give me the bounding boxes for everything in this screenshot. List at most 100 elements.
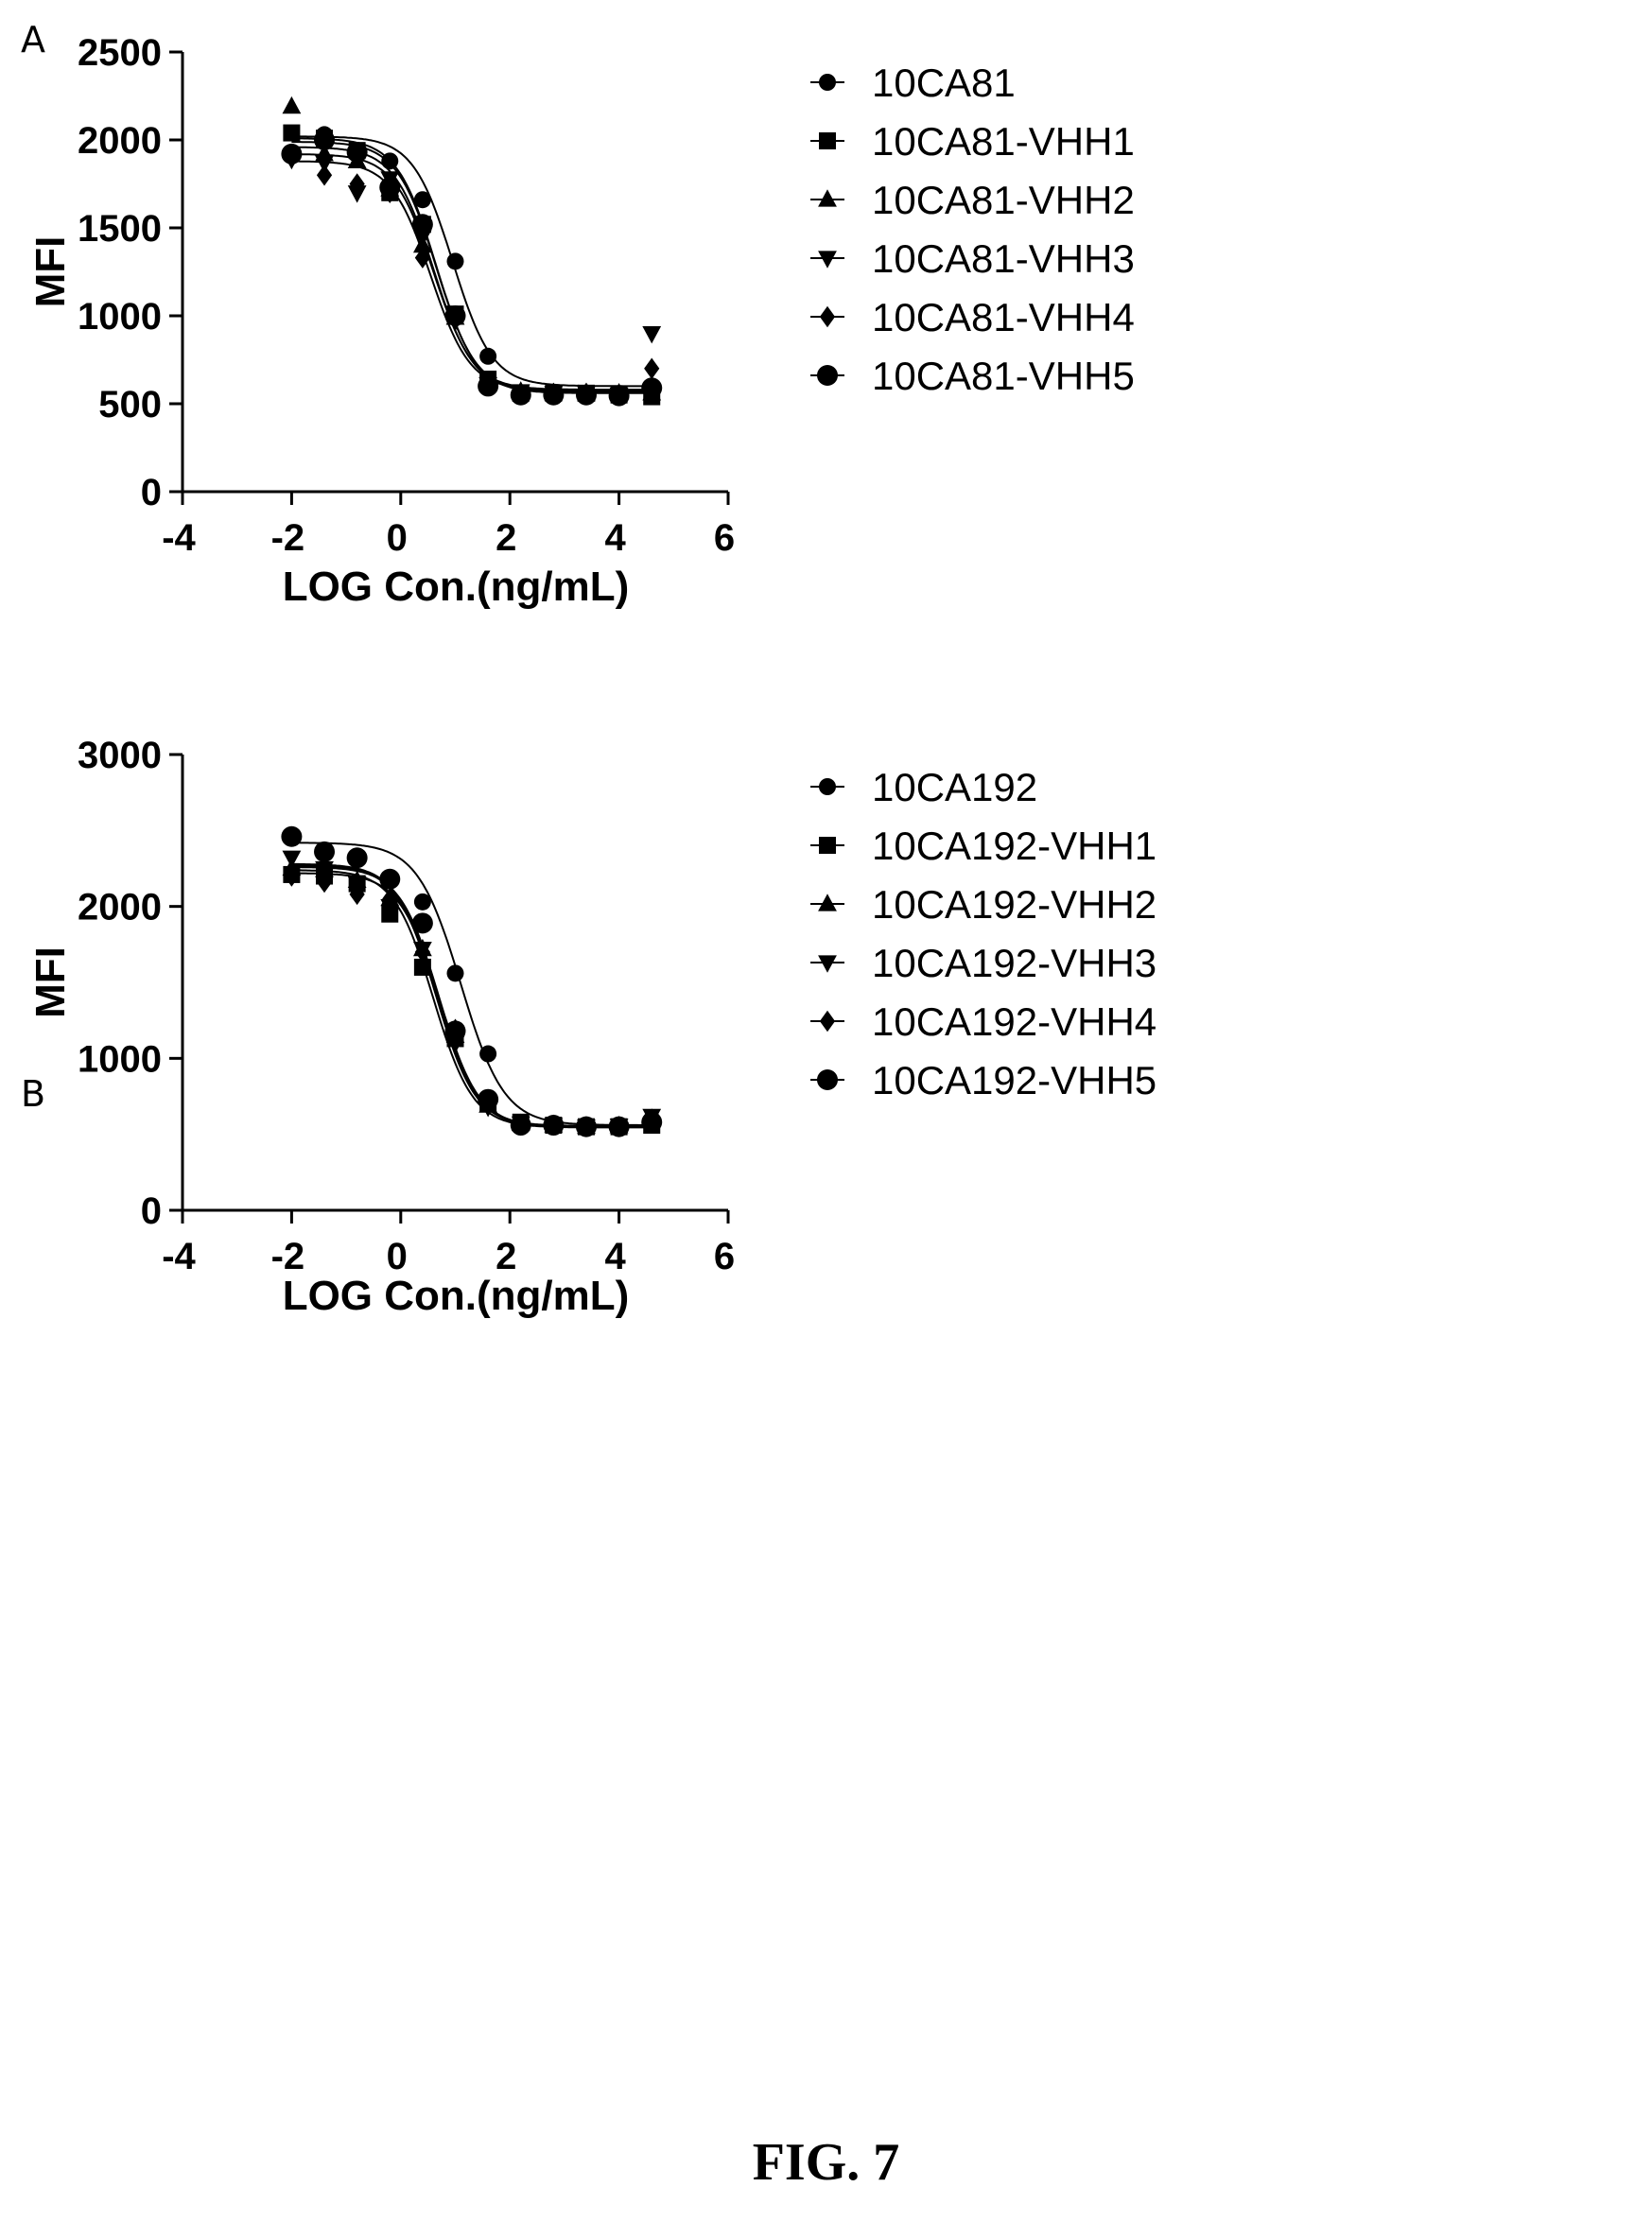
chart-b-point-s6	[543, 1115, 565, 1137]
chart-b-legend-marker	[818, 894, 837, 911]
chart-a-point-s2	[283, 124, 301, 142]
chart-a-legend-label: 10CA81-VHH1	[872, 119, 1135, 164]
chart-b-x-tick-label: 0	[387, 1236, 408, 1277]
chart-a-x-tick-label: 2	[496, 517, 516, 559]
chart-b-legend-marker	[818, 955, 837, 973]
chart-a-point-s6	[510, 384, 531, 406]
chart-b-fit-curve-1	[291, 842, 652, 1126]
chart-b-legend-label: 10CA192-VHH1	[872, 824, 1156, 868]
chart-a-point-s6	[575, 384, 597, 406]
chart-a-point-s4	[315, 155, 334, 173]
chart-b-legend-label: 10CA192-VHH5	[872, 1058, 1156, 1102]
chart-a-legend-label: 10CA81-VHH4	[872, 295, 1135, 339]
chart-a-point-s5	[316, 164, 333, 186]
chart-b-point-s5	[382, 888, 398, 910]
chart-a-x-tick-label: 4	[604, 517, 626, 559]
chart-a-legend-label: 10CA81-VHH3	[872, 236, 1135, 281]
chart-b-point-s6	[411, 912, 433, 934]
chart-a-y-axis-title: MFI	[27, 236, 74, 308]
chart-a-point-s5	[644, 357, 660, 380]
chart-b-point-s5	[316, 871, 333, 894]
chart-a-x-axis-title: LOG Con.(ng/mL)	[283, 564, 630, 610]
chart-b-point-s5	[414, 941, 430, 963]
chart-b-legend-label: 10CA192-VHH3	[872, 941, 1156, 985]
chart-b: 0 1000 2000 3000 -4 -2 0 2 4 6 LOG Con.(ng/mL) MFI 1…	[27, 735, 1156, 1319]
chart-a-point-s1	[413, 191, 431, 209]
chart-a-point-s6	[543, 384, 565, 406]
chart-a-point-s6	[444, 305, 466, 326]
chart-a-legend-label: 10CA81-VHH5	[872, 354, 1135, 398]
chart-a-y-tick-label: 500	[98, 384, 162, 425]
chart-b-y-tick-label: 3000	[78, 735, 162, 776]
chart-a-point-s5	[349, 173, 365, 195]
chart-b-legend-marker	[817, 1069, 838, 1090]
chart-b-point-s6	[641, 1111, 663, 1133]
chart-b-y-tick-label: 1000	[78, 1038, 162, 1080]
chart-b-legend-marker	[819, 837, 836, 854]
chart-b-point-s5	[284, 865, 300, 887]
chart-b-legend-label: 10CA192-VHH4	[872, 999, 1156, 1044]
chart-b-x-tick-label: 4	[604, 1236, 626, 1277]
chart-a-y-tick-label: 2500	[78, 32, 162, 74]
chart-b-point-s1	[413, 893, 431, 911]
chart-b-point-s6	[575, 1116, 597, 1137]
chart-a-legend-marker	[819, 132, 836, 149]
chart-a-x-tick-label: 0	[387, 517, 408, 559]
chart-b-point-s4	[315, 860, 334, 879]
chart-a-x-tick-label: -4	[162, 517, 196, 559]
chart-b-point-s4	[282, 850, 302, 869]
chart-a-legend-marker	[819, 74, 836, 91]
panel-a-label: A	[21, 19, 45, 61]
chart-b-y-tick-label: 0	[141, 1190, 162, 1232]
chart-a-x-tick-label: 6	[714, 517, 735, 559]
chart-a-point-s4	[642, 325, 662, 344]
chart-b-point-s6	[510, 1115, 531, 1137]
chart-a-legend-marker	[818, 251, 837, 269]
chart-b-point-s6	[346, 847, 368, 869]
chart-b-x-tick-label: 2	[496, 1236, 516, 1277]
chart-a-point-s3	[282, 95, 302, 114]
chart-a-y-tick-label: 1500	[78, 208, 162, 250]
chart-a-point-s6	[608, 385, 630, 407]
chart-b-point-s6	[478, 1088, 499, 1110]
chart-b-point-s6	[608, 1116, 630, 1137]
chart-a-point-s6	[641, 377, 663, 399]
chart-a-point-s6	[346, 142, 368, 164]
chart-a-fit-curve-3	[291, 146, 652, 392]
chart-b-legend-marker	[819, 778, 836, 795]
chart-a-legend-marker	[818, 189, 837, 207]
chart-b-x-tick-label: -2	[271, 1236, 305, 1277]
figure-caption: FIG. 7	[752, 2133, 900, 2192]
chart-a-legend-label: 10CA81	[872, 61, 1016, 105]
chart-a-fit-curve-6	[291, 141, 652, 393]
chart-a-point-s1	[446, 252, 464, 270]
chart-b-y-tick-label: 2000	[78, 887, 162, 929]
chart-b-point-s5	[349, 883, 365, 906]
chart-a-y-tick-label: 1000	[78, 296, 162, 338]
chart-b-point-s6	[444, 1020, 466, 1042]
chart-a-point-s6	[411, 214, 433, 235]
chart-a: 0 500 1000 1500 2000 2500 -4 -2 0 2 4 6 LOG Con.(ng/…	[27, 32, 1135, 610]
chart-a-fit-curve-4	[291, 153, 652, 391]
chart-b-legend-label: 10CA192	[872, 765, 1037, 809]
chart-b-point-s2	[413, 958, 431, 976]
chart-b-point-s1	[479, 1045, 497, 1063]
chart-a-point-s5	[414, 247, 430, 269]
chart-a-point-s1	[381, 152, 399, 170]
chart-a-legend-label: 10CA81-VHH2	[872, 178, 1135, 222]
chart-a-point-s6	[314, 130, 336, 150]
chart-a-point-s6	[379, 177, 401, 199]
chart-a-point-s6	[281, 143, 303, 165]
chart-a-legend-marker	[819, 305, 836, 328]
chart-b-x-tick-label: -4	[162, 1236, 196, 1277]
chart-b-legend-label: 10CA192-VHH2	[872, 882, 1156, 927]
chart-a-y-tick-label: 2000	[78, 120, 162, 162]
chart-b-point-s6	[314, 841, 336, 862]
panel-b-label: B	[21, 1073, 46, 1115]
chart-b-point-s6	[281, 825, 303, 847]
chart-b-x-axis-title: LOG Con.(ng/mL)	[283, 1273, 630, 1319]
chart-b-legend-marker	[819, 1010, 836, 1033]
chart-a-legend-marker	[817, 365, 838, 386]
chart-b-x-tick-label: 6	[714, 1236, 735, 1277]
chart-a-point-s4	[412, 229, 432, 248]
